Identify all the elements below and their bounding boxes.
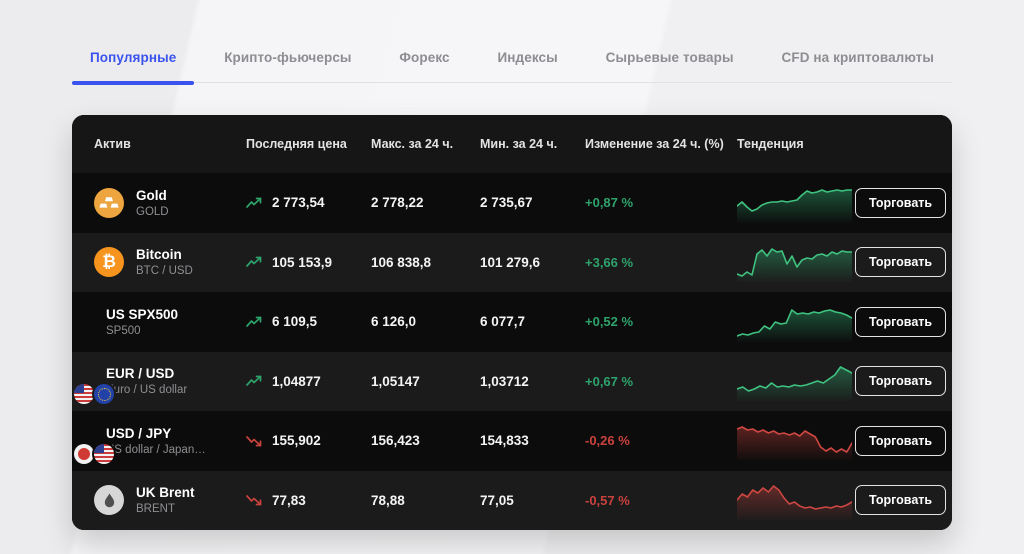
header-high-24h: Макс. за 24 ч. [371, 137, 454, 151]
table-body: Gold GOLD 2 773,54 2 778,22 2 735,67 +0,… [72, 173, 952, 530]
trend-sparkline [737, 421, 855, 461]
tab-3[interactable]: Форекс [381, 42, 467, 82]
us-flag-icon [94, 443, 114, 464]
high-24h: 156,423 [371, 433, 420, 449]
trend-arrow-icon [246, 434, 263, 448]
change-24h: +0,67 % [585, 373, 634, 389]
asset-ticker: SP500 [106, 324, 141, 337]
last-price: 155,902 [272, 433, 321, 449]
tab-2[interactable]: Крипто-фьючерсы [206, 42, 369, 82]
asset-ticker: US dollar / Japan… [106, 443, 206, 456]
asset-ticker: BTC / USD [136, 265, 193, 278]
header-asset: Актив [94, 137, 131, 151]
change-24h: -0,57 % [585, 492, 630, 508]
asset-cell[interactable]: ₿ Bitcoin BTC / USD [94, 247, 246, 278]
tab-4[interactable]: Индексы [480, 42, 576, 82]
market-tabs-bar: Популярные Крипто-фьючерсы Форекс Индексы Сы… [72, 42, 952, 85]
low-24h: 2 735,67 [480, 195, 533, 211]
header-low-24h: Мин. за 24 ч. [480, 137, 558, 151]
trend-arrow-icon [246, 493, 263, 507]
high-24h: 106 838,8 [371, 254, 432, 270]
last-price: 105 153,9 [272, 254, 333, 270]
us-flag-icon [74, 384, 94, 405]
header-last-price: Последняя цена [246, 137, 347, 151]
asset-ticker: BRENT [136, 503, 175, 516]
trend-arrow-icon [246, 255, 263, 269]
high-24h: 6 126,0 [371, 314, 417, 330]
low-24h: 154,833 [480, 433, 529, 449]
asset-cell[interactable]: US SPX500 SP500 [94, 307, 246, 337]
table-row: USD / JPY US dollar / Japan… 155,902 156… [72, 411, 952, 471]
trend-sparkline [737, 242, 855, 283]
asset-cell[interactable]: USD / JPY US dollar / Japan… [74, 425, 246, 464]
low-24h: 6 077,7 [480, 314, 526, 330]
tab-1[interactable]: Популярные [72, 42, 195, 85]
bitcoin-icon: ₿ [94, 247, 124, 278]
change-24h: +0,87 % [585, 195, 634, 211]
table-row: ₿ Bitcoin BTC / USD 105 153,9 106 838,8 … [72, 232, 952, 292]
last-price: 77,83 [272, 492, 306, 508]
header-change-24h: Изменение за 24 ч. (%) [585, 137, 724, 151]
trade-button[interactable]: Торговать [855, 306, 947, 337]
table-row: Gold GOLD 2 773,54 2 778,22 2 735,67 +0,… [72, 173, 952, 233]
trend-arrow-icon [246, 315, 263, 329]
asset-name: Bitcoin [136, 247, 182, 263]
trend-sparkline [737, 302, 855, 342]
low-24h: 1,03712 [480, 373, 529, 389]
low-24h: 101 279,6 [480, 254, 541, 270]
eu-flag-icon [94, 384, 114, 405]
table-row: UK Brent BRENT 77,83 78,88 77,05 -0,57 %… [72, 470, 952, 530]
high-24h: 78,88 [371, 492, 405, 508]
trend-sparkline [737, 183, 855, 223]
header-trend: Тенденция [737, 137, 804, 151]
tab-list: Популярные Крипто-фьючерсы Форекс Индексы Сы… [72, 42, 952, 85]
table-header-row: Актив Последняя цена Макс. за 24 ч. Мин.… [72, 115, 952, 173]
change-24h: +3,66 % [585, 254, 634, 270]
trend-sparkline [737, 480, 855, 521]
asset-name: Gold [136, 187, 167, 203]
high-24h: 2 778,22 [371, 195, 424, 211]
asset-name: UK Brent [136, 485, 195, 501]
asset-ticker: Euro / US dollar [106, 384, 188, 397]
trend-arrow-icon [246, 374, 263, 388]
trade-button[interactable]: Торговать [855, 187, 947, 218]
asset-name: EUR / USD [106, 366, 175, 382]
asset-cell[interactable]: Gold GOLD [94, 187, 246, 218]
tab-6[interactable]: CFD на криптовалюты [764, 42, 952, 82]
trade-button[interactable]: Торговать [855, 247, 947, 278]
last-price: 6 109,5 [272, 314, 318, 330]
change-24h: -0,26 % [585, 433, 630, 449]
asset-name: US SPX500 [106, 306, 179, 322]
gold-bars-icon [94, 187, 124, 218]
asset-name: USD / JPY [106, 425, 172, 441]
last-price: 2 773,54 [272, 195, 325, 211]
asset-cell[interactable]: UK Brent BRENT [94, 485, 246, 516]
trade-button[interactable]: Торговать [855, 425, 947, 456]
asset-cell[interactable]: EUR / USD Euro / US dollar [74, 366, 246, 405]
asset-table: Актив Последняя цена Макс. за 24 ч. Мин.… [72, 115, 952, 530]
trade-button[interactable]: Торговать [855, 485, 947, 516]
jp-flag-icon [74, 443, 94, 464]
table-row: EUR / USD Euro / US dollar 1,04877 1,051… [72, 351, 952, 411]
last-price: 1,04877 [272, 373, 321, 389]
high-24h: 1,05147 [371, 373, 420, 389]
trade-button[interactable]: Торговать [855, 366, 947, 397]
oil-drop-icon [94, 485, 124, 516]
low-24h: 77,05 [480, 492, 514, 508]
table-row: US SPX500 SP500 6 109,5 6 126,0 6 077,7 … [72, 292, 952, 352]
tab-5[interactable]: Сырьевые товары [588, 42, 752, 82]
trend-sparkline [737, 361, 855, 402]
asset-ticker: GOLD [136, 205, 169, 218]
trend-arrow-icon [246, 196, 263, 210]
change-24h: +0,52 % [585, 314, 634, 330]
